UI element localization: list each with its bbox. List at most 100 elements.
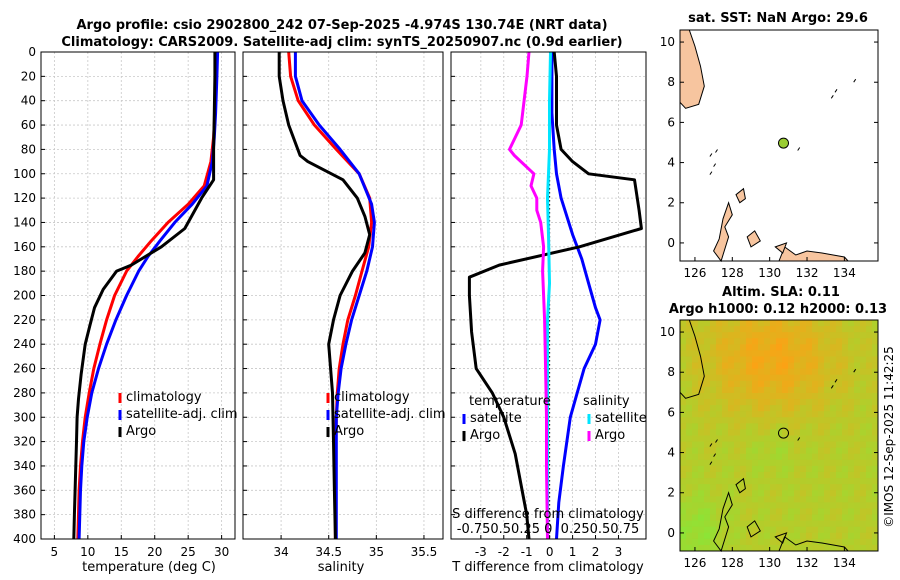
sla-heat-cell	[866, 344, 873, 351]
sla-heat-cell	[686, 490, 693, 497]
sla-heat-cell	[848, 526, 855, 534]
sla-heat-cell	[860, 532, 867, 540]
sla-heat-cell	[794, 344, 801, 351]
temperature-panel: 0 20 40 60 80 100 120 140 160 180 200 220 240 260 280 3…	[13, 45, 238, 575]
sla-heat-cell	[734, 453, 741, 461]
sla-heat-cell	[740, 362, 747, 370]
sla-heat-cell	[848, 368, 855, 376]
sla-heat-cell	[800, 417, 807, 424]
sla-heat-cell	[710, 441, 717, 449]
sla-heat-cell	[686, 356, 693, 364]
sla-heat-cell	[746, 320, 753, 327]
sla-heat-cell	[722, 544, 729, 552]
sla-heat-cell	[692, 374, 699, 382]
sla-heat-cell	[752, 429, 759, 436]
difference-panel: -3 -2 -1 0 1 2 3 T difference from climatology…	[450, 51, 647, 575]
sla-heat-cell	[812, 441, 819, 449]
sla-heat-cell	[830, 471, 837, 479]
sla-heat-cell	[854, 478, 861, 485]
sla-heat-cell	[836, 490, 843, 497]
sla-heat-cell	[794, 392, 801, 400]
sla-heat-cell	[740, 471, 747, 479]
sla-heat-cell	[752, 478, 759, 485]
sla-heat-cell	[734, 496, 741, 503]
sla-heat-cell	[854, 368, 861, 376]
sla-heat-cell	[770, 544, 777, 552]
sla-heat-cell	[704, 520, 711, 528]
sla-heat-cell	[872, 350, 879, 357]
sla-heat-cell	[704, 429, 711, 436]
sla-argo-position-marker	[778, 427, 789, 439]
sla-heat-cell	[812, 362, 819, 370]
sla-heat-cell	[734, 392, 741, 400]
sla-heat-cell	[692, 429, 699, 436]
sla-heat-cell	[734, 459, 741, 467]
sla-heat-cell	[812, 392, 819, 400]
sla-heat-cell	[788, 405, 795, 412]
sla-heat-cell	[728, 471, 735, 479]
legend-salinity-title: salinity	[583, 394, 630, 409]
sla-heat-cell	[704, 471, 711, 479]
sla-heat-cell	[806, 338, 813, 345]
sla-heat-cell	[806, 520, 813, 528]
sla-heat-cell	[842, 532, 849, 540]
sla-heat-cell	[788, 423, 795, 430]
sla-heat-cell	[680, 465, 687, 473]
sla-heat-cell	[734, 380, 741, 388]
sla-heat-cell	[842, 520, 849, 528]
sla-heat-cell	[800, 478, 807, 485]
sla-heat-cell	[752, 411, 759, 418]
salinity-difference-top-label: S difference from climatology	[452, 507, 644, 522]
sla-heat-cell	[866, 362, 873, 370]
sla-heat-cell	[686, 338, 693, 345]
sla-heat-cell	[800, 441, 807, 449]
sla-heat-cell	[866, 417, 873, 424]
sla-heat-cell	[710, 520, 717, 528]
sla-heat-cell	[734, 386, 741, 394]
sla-heat-cell	[842, 423, 849, 430]
depth-tick-label: 360	[13, 483, 36, 497]
sla-heat-cell	[842, 326, 849, 333]
sla-heat-cell	[740, 520, 747, 528]
sla-heat-cell	[746, 356, 753, 364]
sla-heat-cell	[842, 538, 849, 546]
sla-heat-cell	[728, 417, 735, 424]
sla-heat-cell	[812, 386, 819, 394]
sla-heat-cell	[812, 508, 819, 516]
sla-heat-cell	[818, 320, 825, 327]
sla-heat-cell	[830, 453, 837, 461]
sla-heat-cell	[692, 362, 699, 370]
sla-heat-cell	[794, 478, 801, 485]
sla-heat-cell	[830, 520, 837, 528]
sla-heat-cell	[776, 405, 783, 412]
sla-heat-cell	[680, 520, 687, 528]
sla-heat-cell	[800, 326, 807, 333]
sla-heat-cell	[800, 526, 807, 534]
sla-heat-cell	[722, 344, 729, 351]
sla-heat-cell	[740, 399, 747, 406]
sla-heat-cell	[734, 490, 741, 497]
sla-heat-cell	[776, 441, 783, 449]
sla-heat-cell	[740, 478, 747, 485]
island-mark-5	[853, 78, 857, 83]
sla-heat-cell	[794, 320, 801, 327]
sla-heat-cell	[686, 496, 693, 503]
sla-heat-cell	[872, 326, 879, 333]
sla-heat-cell	[854, 484, 861, 491]
sla-heat-cell	[764, 429, 771, 436]
sla-heat-cell	[860, 447, 867, 455]
sla-heat-cell	[848, 423, 855, 430]
sla-heat-cell	[704, 386, 711, 394]
sla-heat-cell	[716, 496, 723, 503]
sla-heat-cell	[716, 392, 723, 400]
depth-tick-label: 80	[21, 142, 36, 156]
sla-heat-cell	[746, 392, 753, 400]
sla-heat-cell	[692, 532, 699, 540]
sla-heat-cell	[812, 453, 819, 461]
sla-heat-cell	[830, 338, 837, 345]
sla-heat-cell	[848, 544, 855, 552]
sla-heat-cell	[824, 356, 831, 364]
sla-heat-cell	[680, 496, 687, 503]
sla-heat-cell	[680, 514, 687, 522]
sla-heat-cell	[776, 374, 783, 382]
